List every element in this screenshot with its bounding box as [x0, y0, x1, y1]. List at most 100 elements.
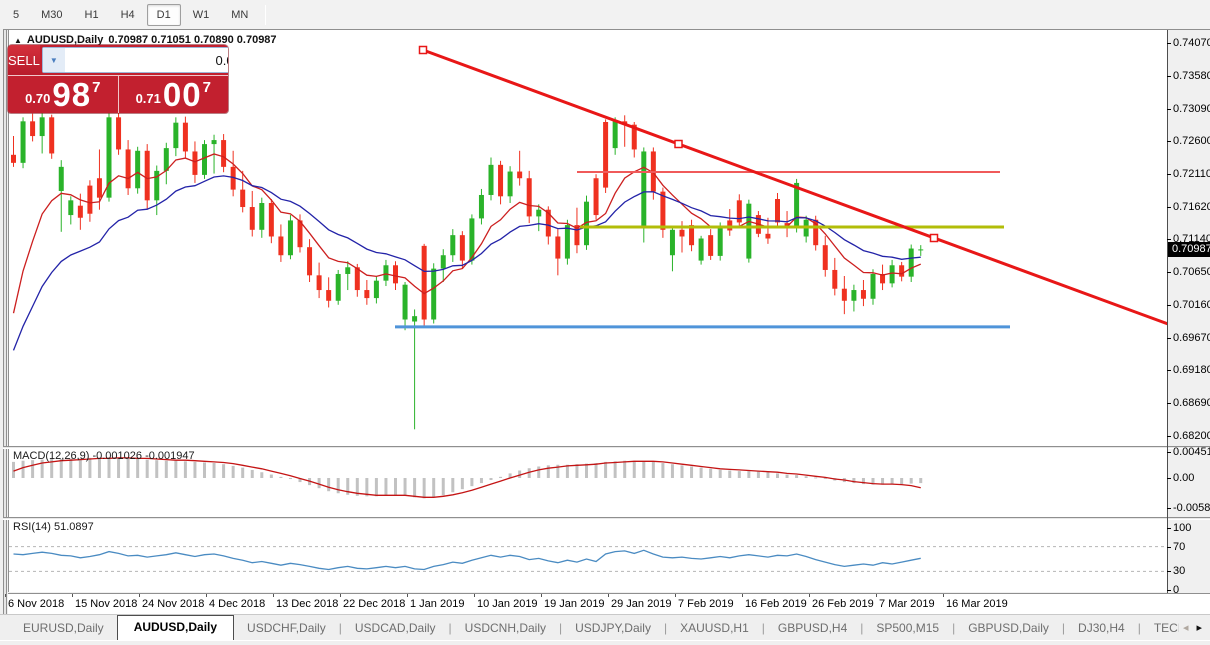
rsi-tick-label: 70	[1173, 541, 1186, 553]
buy-price-big-digits: 00	[162, 76, 202, 113]
buy-price-quote[interactable]: 0.71 00 7	[117, 76, 229, 113]
date-tick	[541, 594, 542, 597]
sell-price-quote[interactable]: 0.70 98 7	[8, 76, 118, 113]
price-tick-label-tick	[1167, 141, 1171, 142]
date-tick-label: 13 Dec 2018	[276, 598, 339, 610]
rsi-panel[interactable]	[8, 520, 1168, 592]
chart-tab-usdjpy-daily[interactable]: USDJPY,Daily	[575, 621, 651, 635]
macd-panel[interactable]	[8, 449, 1167, 517]
price-tick-label: 0.68690	[1173, 397, 1210, 409]
price-tick-label: 0.71620	[1173, 201, 1210, 213]
date-tick-label: 19 Jan 2019	[544, 598, 605, 610]
price-tick-label: 0.72600	[1173, 135, 1210, 147]
tab-separator: |	[1061, 621, 1066, 635]
chart-tab-sp500-m15[interactable]: SP500,M15	[876, 621, 940, 635]
date-tick	[742, 594, 743, 597]
window-menu-icon[interactable]: ▲	[14, 35, 22, 45]
tab-scroll-right-icon[interactable]: ▸	[1196, 622, 1202, 634]
macd-tick-label: 0.00	[1173, 472, 1195, 484]
candlestick-chart[interactable]	[9, 30, 1168, 446]
date-tick-label: 29 Jan 2019	[611, 598, 672, 610]
chart-tab-xauusd-h1[interactable]: XAUUSD,H1	[680, 621, 749, 635]
date-tick	[72, 594, 73, 597]
price-tick-label: 0.68200	[1173, 430, 1210, 442]
date-tick-label: 24 Nov 2018	[142, 598, 205, 610]
rsi-tick-label: 0	[1173, 584, 1180, 596]
price-tick-label-tick	[1167, 109, 1171, 110]
chart-tab-usdcad-daily[interactable]: USDCAD,Daily	[354, 621, 436, 635]
price-tick-label: 0.72110	[1173, 168, 1210, 180]
rsi-tick-label: 100	[1173, 522, 1192, 534]
chart-tab-bar: EURUSD,Daily AUDUSD,Daily USDCHF,Daily | USD…	[0, 614, 1210, 640]
date-tick	[407, 594, 408, 597]
timeframe-button-w1[interactable]: W1	[192, 8, 210, 21]
tab-scroll-left-icon[interactable]: ◂	[1182, 622, 1189, 634]
chart-tab-audusd-daily[interactable]: AUDUSD,Daily	[116, 615, 235, 640]
price-tick-label-tick	[1167, 436, 1171, 437]
price-tick-label: 0.73580	[1173, 70, 1210, 82]
volume-input[interactable]	[64, 48, 228, 72]
volume-decrease-button[interactable]: ▼	[42, 48, 65, 72]
rsi-tick-label-tick	[1167, 528, 1171, 529]
macd-chart[interactable]	[9, 449, 1168, 517]
timeframe-button-h4[interactable]: H4	[120, 8, 135, 21]
date-tick-label: 10 Jan 2019	[477, 598, 538, 610]
price-tick-label: 0.69180	[1173, 364, 1210, 376]
chart-symbol-label: AUDUSD,Daily	[26, 34, 104, 46]
chart-tab-usdcnh-daily[interactable]: USDCNH,Daily	[464, 621, 547, 635]
status-strip	[0, 640, 1210, 645]
chart-tab-gbpusd-daily[interactable]: GBPUSD,Daily	[968, 621, 1049, 635]
macd-tick-label: 0.004517	[1173, 446, 1210, 458]
sell-button[interactable]: SELL	[8, 45, 40, 75]
price-tick-label: 0.70160	[1173, 299, 1210, 311]
rsi-chart[interactable]	[9, 520, 1168, 592]
toolbar-separator	[265, 4, 267, 25]
timeframe-button-m30[interactable]: M30	[41, 8, 63, 21]
timeframe-toolbar: 5 M30 H1 H4 D1 W1 MN	[0, 0, 1210, 29]
price-tick-label: 0.70650	[1173, 266, 1210, 278]
timeframe-button-d1[interactable]: D1	[146, 3, 181, 26]
timeframe-button-5[interactable]: 5	[13, 8, 20, 21]
date-tick-label: 4 Dec 2018	[209, 598, 266, 610]
chart-tab-usdchf-daily[interactable]: USDCHF,Daily	[247, 621, 326, 635]
date-tick-label: 26 Feb 2019	[812, 598, 874, 610]
chart-tabs: EURUSD,Daily AUDUSD,Daily USDCHF,Daily | USD…	[0, 615, 1179, 640]
window-left-border	[3, 29, 7, 614]
volume-stepper: ▼ ▲	[41, 47, 228, 73]
sell-price-big-digits: 98	[52, 76, 92, 113]
price-tick-label-tick	[1167, 305, 1171, 306]
tab-separator: |	[663, 621, 668, 635]
timeframe-button-mn[interactable]: MN	[231, 8, 249, 21]
panel-splitter[interactable]	[3, 446, 1210, 449]
date-tick-label: 15 Nov 2018	[75, 598, 138, 610]
rsi-tick-label-tick	[1167, 571, 1171, 572]
price-tick-label-tick	[1167, 272, 1171, 273]
rsi-tick-label-tick	[1167, 547, 1171, 548]
timeframe-button-h1[interactable]: H1	[84, 8, 99, 21]
chart-tab-dj30-h4[interactable]: DJ30,H4	[1078, 621, 1125, 635]
rsi-tick-label: 30	[1173, 565, 1186, 577]
tab-separator: |	[338, 621, 342, 635]
chart-tab-eurusd-daily[interactable]: EURUSD,Daily	[23, 621, 104, 635]
price-tick-label: 0.73090	[1173, 103, 1210, 115]
date-tick	[809, 594, 810, 597]
date-tick	[139, 594, 140, 597]
date-tick	[608, 594, 609, 597]
date-tick	[5, 594, 6, 597]
tab-separator: |	[860, 621, 864, 635]
macd-tick-label-tick	[1167, 478, 1171, 479]
date-axis[interactable]: 6 Nov 2018 15 Nov 2018 24 Nov 2018 4 Dec 20…	[5, 593, 1210, 614]
chart-tab-tech100-h1[interactable]: TECH100,H1	[1153, 621, 1179, 635]
tab-separator: |	[448, 621, 452, 635]
price-tick-label-tick	[1167, 338, 1171, 339]
panel-splitter[interactable]	[3, 517, 1210, 520]
chart-tab-gbpusd-h4[interactable]: GBPUSD,H4	[777, 621, 848, 635]
macd-label: MACD(12,26,9) -0.001026 -0.001947	[13, 450, 195, 462]
date-tick-label: 22 Dec 2018	[343, 598, 406, 610]
date-tick-label: 16 Feb 2019	[745, 598, 807, 610]
buy-price-prefix: 0.71	[135, 91, 161, 106]
date-tick	[273, 594, 274, 597]
date-tick-label: 16 Mar 2019	[946, 598, 1008, 610]
chart-title: ▲ AUDUSD,Daily 0.70987 0.71051 0.70890 0…	[14, 34, 277, 46]
price-tick-label-tick	[1167, 207, 1171, 208]
